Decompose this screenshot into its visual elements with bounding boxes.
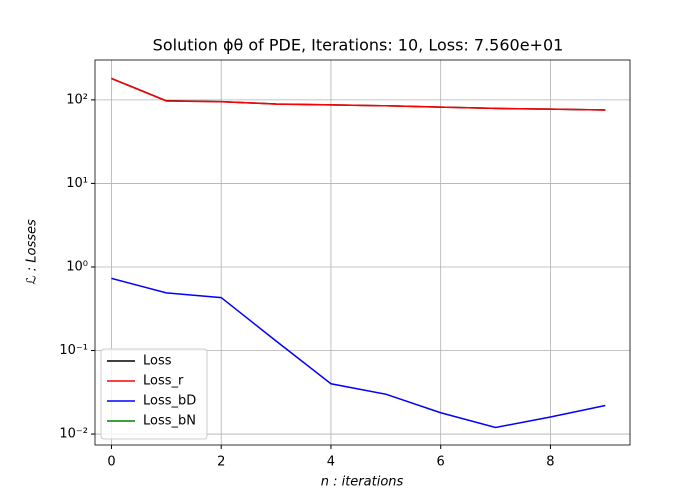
legend-label: Loss <box>143 354 172 369</box>
legend-label: Loss_bD <box>143 394 196 409</box>
legend-label: Loss_bN <box>143 414 196 429</box>
legend-label: Loss_r <box>143 374 184 389</box>
series-line <box>111 77 606 111</box>
legend: Loss Loss_r Loss_bD Loss_bN <box>100 348 208 440</box>
y-tick-label: 10⁻² <box>59 427 88 442</box>
y-axis-label: ℒ : Losses <box>25 219 40 285</box>
x-tick-label: 4 <box>327 455 335 470</box>
y-tick-label: 10⁻¹ <box>59 343 88 358</box>
x-tick-label: 2 <box>217 455 225 470</box>
chart-title: Solution ϕθ of PDE, Iterations: 10, Loss… <box>153 36 564 55</box>
legend-box <box>100 348 208 440</box>
plot-area <box>111 77 606 429</box>
y-tick-label: 10¹ <box>66 176 88 191</box>
x-tick-label: 0 <box>107 455 115 470</box>
x-tick-label: 8 <box>546 455 554 470</box>
x-axis-label: n : iterations <box>321 475 404 490</box>
x-tick-label: 6 <box>437 455 445 470</box>
y-tick-label: 10² <box>66 92 88 107</box>
series-line <box>111 277 606 429</box>
plot-frame <box>94 59 631 446</box>
y-tick-label: 10⁰ <box>66 259 88 274</box>
